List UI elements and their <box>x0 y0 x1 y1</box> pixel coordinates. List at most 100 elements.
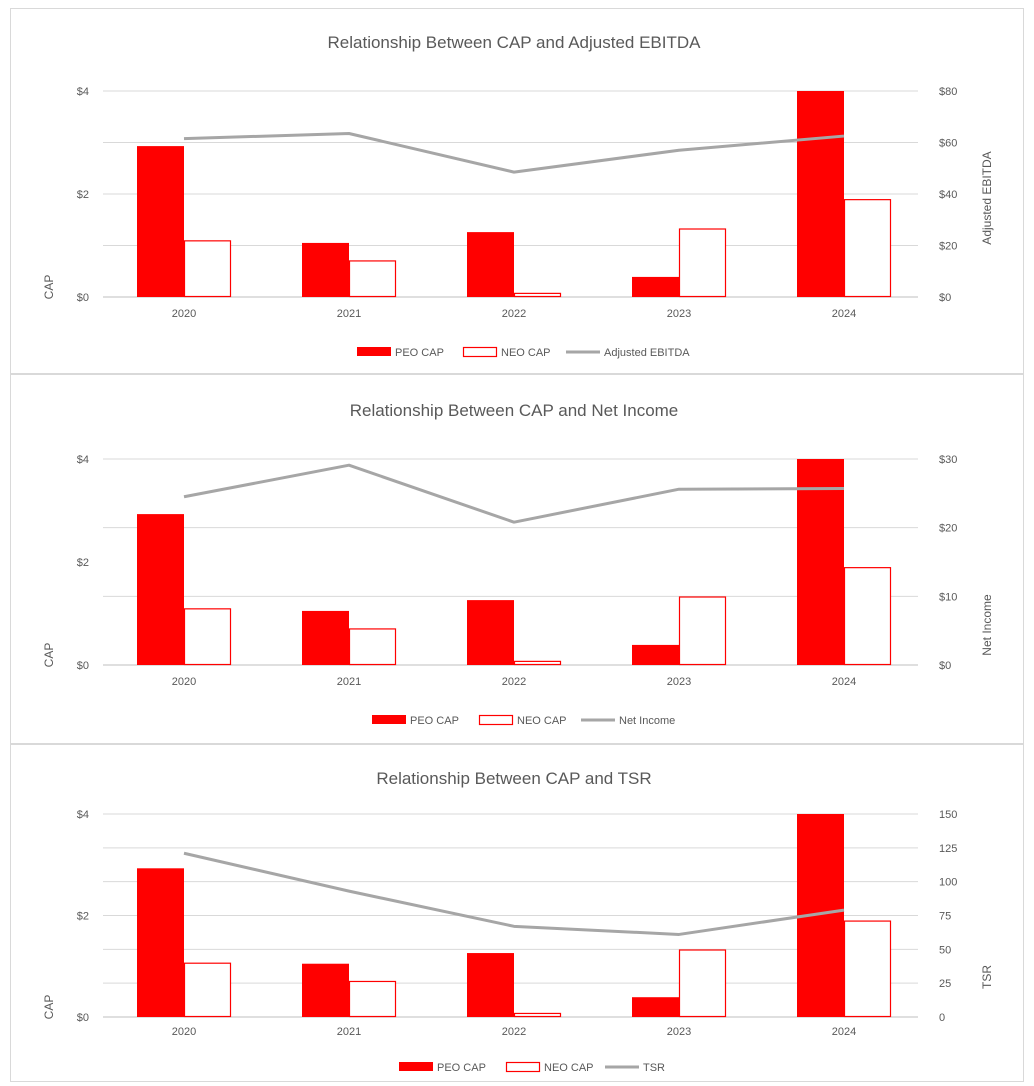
bar-neo-cap-2024 <box>843 567 892 666</box>
bar-neo-cap-2024 <box>843 199 892 298</box>
right-axis-tick-label: $0 <box>939 292 951 304</box>
x-axis-tick-label: 2021 <box>337 308 361 320</box>
x-axis-tick-label: 2024 <box>832 308 856 320</box>
right-axis-tick-label: 50 <box>939 944 951 956</box>
left-axis-tick-label: $4 <box>77 454 89 466</box>
right-axis-tick-label: 0 <box>939 1012 945 1024</box>
left-axis-title: CAP <box>42 643 56 668</box>
right-axis-tick-label: $80 <box>939 86 957 98</box>
chart-title: Relationship Between CAP and Adjusted EB… <box>328 33 702 52</box>
bar-neo-cap-2020 <box>183 962 232 1018</box>
right-axis-tick-label: $20 <box>939 523 957 535</box>
legend-swatch-neo-cap <box>478 714 514 726</box>
bar-neo-cap-2022 <box>513 1012 562 1018</box>
x-axis-tick-label: 2023 <box>667 1026 691 1038</box>
legend-swatch-peo-cap <box>372 715 406 724</box>
bar-peo-cap-2023 <box>632 997 679 1017</box>
bar-peo-cap-2023 <box>632 644 679 665</box>
bar-peo-cap-2022 <box>467 232 514 297</box>
bar-neo-cap-2023 <box>678 949 727 1018</box>
legend-label-neo-cap: NEO CAP <box>517 715 567 727</box>
legend-swatch-peo-cap <box>357 347 391 356</box>
bar-neo-cap-2021 <box>348 980 397 1018</box>
legend-label-peo-cap: PEO CAP <box>410 715 459 727</box>
legend-label-line: TSR <box>643 1062 665 1074</box>
bar-peo-cap-2020 <box>137 514 184 665</box>
chart-svg: Relationship Between CAP and TSR $0 $2 $4 0 2… <box>42 769 994 1074</box>
legend-label-line: Net Income <box>619 715 675 727</box>
right-axis-tick-label: $20 <box>939 241 957 253</box>
chart-svg: Relationship Between CAP and Net Income $… <box>42 401 994 727</box>
legend: PEO CAP NEO CAP Adjusted EBITDA <box>357 346 690 359</box>
legend-swatch-neo-cap <box>505 1061 541 1073</box>
legend-label-neo-cap: NEO CAP <box>544 1062 594 1074</box>
right-axis-tick-label: $30 <box>939 454 957 466</box>
line-tsr <box>183 851 845 936</box>
bar-neo-cap-2020 <box>183 240 232 298</box>
x-axis-tick-label: 2020 <box>172 1026 196 1038</box>
right-axis-tick-label: $10 <box>939 591 957 603</box>
x-axis-tick-label: 2024 <box>832 676 856 688</box>
left-axis-title: CAP <box>42 275 56 300</box>
left-axis-title: CAP <box>42 995 56 1020</box>
legend: PEO CAP NEO CAP Net Income <box>372 714 675 727</box>
x-axis-tick-label: 2020 <box>172 308 196 320</box>
chart-panel-2: Relationship Between CAP and Net Income $… <box>10 374 1024 744</box>
right-axis-tick-label: 75 <box>939 911 951 923</box>
right-axis-title: TSR <box>980 965 994 989</box>
bar-neo-cap-2022 <box>513 660 562 666</box>
left-axis-tick-label: $0 <box>77 292 89 304</box>
legend: PEO CAP NEO CAP TSR <box>399 1061 665 1074</box>
legend-label-neo-cap: NEO CAP <box>501 347 551 359</box>
bar-neo-cap-2023 <box>678 228 727 298</box>
right-axis-tick-label: 25 <box>939 978 951 990</box>
x-axis-tick-label: 2022 <box>502 308 526 320</box>
legend-swatch-peo-cap <box>399 1062 433 1071</box>
chart-panel-3: Relationship Between CAP and TSR $0 $2 $4 0 2… <box>10 744 1024 1082</box>
left-axis-tick-label: $4 <box>77 809 89 821</box>
x-axis-tick-label: 2021 <box>337 1026 361 1038</box>
bar-peo-cap-2021 <box>302 610 349 665</box>
right-axis-tick-label: 150 <box>939 809 957 821</box>
x-axis-tick-label: 2022 <box>502 676 526 688</box>
left-axis-tick-label: $2 <box>77 189 89 201</box>
chart-svg: Relationship Between CAP and Adjusted EB… <box>42 33 994 359</box>
right-axis-tick-label: $0 <box>939 660 951 672</box>
bar-neo-cap-2021 <box>348 260 397 298</box>
bar-neo-cap-2023 <box>678 596 727 666</box>
x-axis-tick-label: 2023 <box>667 676 691 688</box>
left-axis-tick-label: $4 <box>77 86 89 98</box>
chart-title: Relationship Between CAP and Net Income <box>350 401 679 420</box>
chart-panel-1: Relationship Between CAP and Adjusted EB… <box>10 8 1024 374</box>
x-axis-tick-label: 2020 <box>172 676 196 688</box>
legend-label-line: Adjusted EBITDA <box>604 347 690 359</box>
right-axis-title: Adjusted EBITDA <box>980 151 994 244</box>
chart-title: Relationship Between CAP and TSR <box>376 769 651 788</box>
right-axis-title: Net Income <box>980 594 994 656</box>
x-axis-tick-label: 2022 <box>502 1026 526 1038</box>
bar-peo-cap-2020 <box>137 146 184 297</box>
line-net-income <box>183 463 845 524</box>
right-axis-tick-label: $40 <box>939 189 957 201</box>
bar-peo-cap-2022 <box>467 600 514 665</box>
line-adjusted-ebitda <box>183 131 845 174</box>
legend-label-peo-cap: PEO CAP <box>395 347 444 359</box>
left-axis-tick-label: $0 <box>77 1012 89 1024</box>
bar-neo-cap-2020 <box>183 608 232 666</box>
bar-peo-cap-2024 <box>797 91 844 297</box>
legend-label-peo-cap: PEO CAP <box>437 1062 486 1074</box>
bar-peo-cap-2024 <box>797 459 844 665</box>
right-axis-tick-label: $60 <box>939 138 957 150</box>
x-axis-tick-label: 2024 <box>832 1026 856 1038</box>
right-axis-tick-label: 125 <box>939 843 957 855</box>
x-axis-tick-label: 2021 <box>337 676 361 688</box>
left-axis-tick-label: $2 <box>77 911 89 923</box>
legend-swatch-neo-cap <box>462 346 498 358</box>
bar-peo-cap-2022 <box>467 953 514 1017</box>
bar-peo-cap-2021 <box>302 963 349 1017</box>
left-axis-tick-label: $2 <box>77 557 89 569</box>
bar-neo-cap-2024 <box>843 920 892 1018</box>
bar-neo-cap-2022 <box>513 292 562 298</box>
x-axis-tick-label: 2023 <box>667 308 691 320</box>
